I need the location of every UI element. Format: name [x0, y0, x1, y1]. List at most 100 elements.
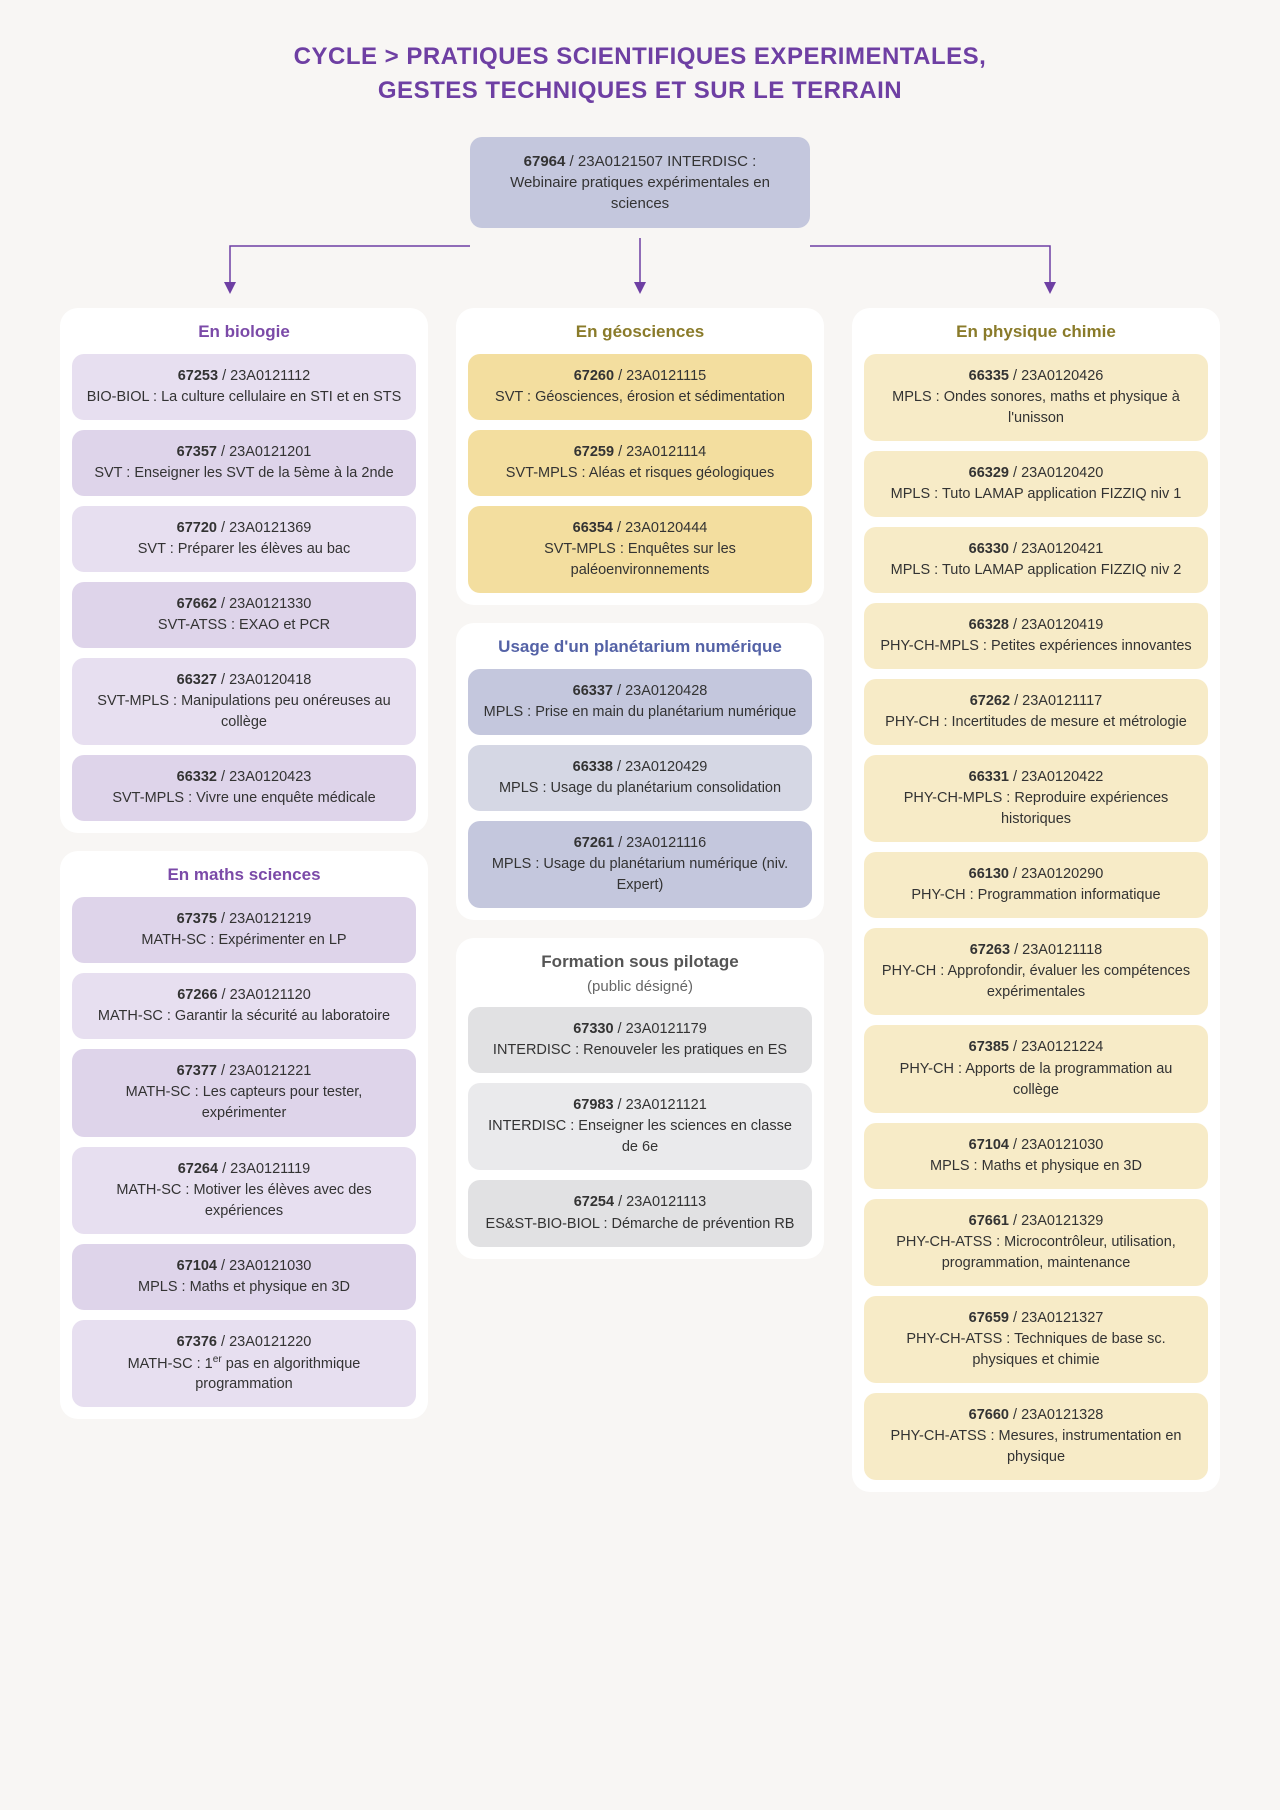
course-desc: BIO-BIOL : La culture cellulaire en STI … [86, 387, 402, 408]
section-planetarium: Usage d'un planétarium numérique 66337 / … [456, 623, 824, 920]
page-title: CYCLE > PRATIQUES SCIENTIFIQUES EXPERIME… [60, 40, 1220, 107]
col-left: En biologie 67253 / 23A0121112BIO-BIOL : … [60, 308, 428, 1419]
section-maths: En maths sciences67375 / 23A0121219MATH-… [60, 851, 428, 1419]
root-codes: 67964 / 23A0121507 [524, 153, 663, 170]
course-desc: MPLS : Maths et physique en 3D [86, 1277, 402, 1298]
course-codes: 67330 / 23A0121179 [482, 1019, 798, 1040]
course-codes: 67264 / 23A0121119 [86, 1159, 402, 1180]
course-card: 67983 / 23A0121121INTERDISC : Enseigner … [468, 1083, 812, 1170]
course-codes: 67385 / 23A0121224 [878, 1037, 1194, 1058]
course-desc: INTERDISC : Renouveler les pratiques en … [482, 1040, 798, 1061]
course-desc: PHY-CH-ATSS : Techniques de base sc. phy… [878, 1329, 1194, 1371]
section-pilotage: Formation sous pilotage(public désigné)6… [456, 938, 824, 1258]
section-physique: En physique chimie66335 / 23A0120426MPLS… [852, 308, 1220, 1492]
course-desc: SVT : Géosciences, érosion et sédimentat… [482, 387, 798, 408]
course-codes: 67357 / 23A0121201 [86, 442, 402, 463]
course-card: 67661 / 23A0121329PHY-CH-ATSS : Microcon… [864, 1199, 1208, 1286]
course-desc: SVT-ATSS : EXAO et PCR [86, 615, 402, 636]
course-codes: 67104 / 23A0121030 [86, 1256, 402, 1277]
course-codes: 67262 / 23A0121117 [878, 691, 1194, 712]
course-card: 66329 / 23A0120420MPLS : Tuto LAMAP appl… [864, 451, 1208, 517]
course-card: 66332 / 23A0120423SVT-MPLS : Vivre une e… [72, 755, 416, 821]
course-card: 67660 / 23A0121328PHY-CH-ATSS : Mesures,… [864, 1393, 1208, 1480]
section-header: En maths sciences [72, 865, 416, 885]
course-card: 67104 / 23A0121030MPLS : Maths et physiq… [72, 1244, 416, 1310]
course-desc: PHY-CH-ATSS : Mesures, instrumentation e… [878, 1426, 1194, 1468]
course-card: 67261 / 23A0121116MPLS : Usage du planét… [468, 821, 812, 908]
course-codes: 67261 / 23A0121116 [482, 833, 798, 854]
course-card: 66327 / 23A0120418SVT-MPLS : Manipulatio… [72, 658, 416, 745]
course-card: 67377 / 23A0121221MATH-SC : Les capteurs… [72, 1049, 416, 1136]
course-desc: PHY-CH-MPLS : Reproduire expériences his… [878, 788, 1194, 830]
course-desc: MATH-SC : Motiver les élèves avec des ex… [86, 1180, 402, 1222]
course-codes: 67263 / 23A0121118 [878, 940, 1194, 961]
course-desc: PHY-CH-MPLS : Petites expériences innova… [878, 636, 1194, 657]
course-codes: 67662 / 23A0121330 [86, 594, 402, 615]
course-card: 67266 / 23A0121120MATH-SC : Garantir la … [72, 973, 416, 1039]
course-desc: MPLS : Prise en main du planétarium numé… [482, 702, 798, 723]
course-card: 66354 / 23A0120444SVT-MPLS : Enquêtes su… [468, 506, 812, 593]
section-header: Usage d'un planétarium numérique [468, 637, 812, 657]
course-desc: PHY-CH : Programmation informatique [878, 885, 1194, 906]
columns: En biologie 67253 / 23A0121112BIO-BIOL : … [60, 308, 1220, 1492]
course-desc: SVT-MPLS : Manipulations peu onéreuses a… [86, 691, 402, 733]
course-codes: 66337 / 23A0120428 [482, 681, 798, 702]
col-right: En physique chimie66335 / 23A0120426MPLS… [852, 308, 1220, 1492]
course-card: 66337 / 23A0120428MPLS : Prise en main d… [468, 669, 812, 735]
course-codes: 67260 / 23A0121115 [482, 366, 798, 387]
section-header: En physique chimie [864, 322, 1208, 342]
course-desc: MATH-SC : Les capteurs pour tester, expé… [86, 1082, 402, 1124]
course-desc: MPLS : Ondes sonores, maths et physique … [878, 387, 1194, 429]
course-desc: PHY-CH : Apports de la programmation au … [878, 1059, 1194, 1101]
course-codes: 66332 / 23A0120423 [86, 767, 402, 788]
course-desc: MPLS : Usage du planétarium numérique (n… [482, 854, 798, 896]
course-desc: MPLS : Tuto LAMAP application FIZZIQ niv… [878, 560, 1194, 581]
course-codes: 66330 / 23A0120421 [878, 539, 1194, 560]
col-middle: En géosciences 67260 / 23A0121115SVT : Gé… [456, 308, 824, 1258]
section-header: En biologie [72, 322, 416, 342]
course-card: 67375 / 23A0121219MATH-SC : Expérimenter… [72, 897, 416, 963]
course-codes: 66338 / 23A0120429 [482, 757, 798, 778]
course-card: 67264 / 23A0121119MATH-SC : Motiver les … [72, 1147, 416, 1234]
course-card: 67253 / 23A0121112BIO-BIOL : La culture … [72, 354, 416, 420]
course-card: 67263 / 23A0121118PHY-CH : Approfondir, … [864, 928, 1208, 1015]
course-codes: 67659 / 23A0121327 [878, 1308, 1194, 1329]
course-codes: 67376 / 23A0121220 [86, 1332, 402, 1353]
title-line2: GESTES TECHNIQUES ET SUR LE TERRAIN [378, 77, 902, 104]
section-header: En géosciences [468, 322, 812, 342]
section-biologie: En biologie 67253 / 23A0121112BIO-BIOL : … [60, 308, 428, 833]
course-codes: 67253 / 23A0121112 [86, 366, 402, 387]
course-desc: PHY-CH-ATSS : Microcontrôleur, utilisati… [878, 1232, 1194, 1274]
course-codes: 66354 / 23A0120444 [482, 518, 798, 539]
title-line1: CYCLE > PRATIQUES SCIENTIFIQUES EXPERIME… [294, 43, 987, 70]
course-card: 67357 / 23A0121201SVT : Enseigner les SV… [72, 430, 416, 496]
section-geo: En géosciences 67260 / 23A0121115SVT : Gé… [456, 308, 824, 605]
course-card: 66331 / 23A0120422PHY-CH-MPLS : Reprodui… [864, 755, 1208, 842]
course-card: 67254 / 23A0121113ES&ST-BIO-BIOL : Démar… [468, 1180, 812, 1246]
course-card: 67659 / 23A0121327PHY-CH-ATSS : Techniqu… [864, 1296, 1208, 1383]
course-desc: MPLS : Usage du planétarium consolidatio… [482, 778, 798, 799]
section-subtitle: (public désigné) [468, 978, 812, 995]
course-card: 67259 / 23A0121114SVT-MPLS : Aléas et ri… [468, 430, 812, 496]
course-desc: ES&ST-BIO-BIOL : Démarche de prévention … [482, 1214, 798, 1235]
course-codes: 66327 / 23A0120418 [86, 670, 402, 691]
course-card: 67260 / 23A0121115SVT : Géosciences, éro… [468, 354, 812, 420]
root-card: 67964 / 23A0121507 INTERDISC : Webinaire… [470, 137, 810, 228]
course-card: 66338 / 23A0120429MPLS : Usage du planét… [468, 745, 812, 811]
course-codes: 67104 / 23A0121030 [878, 1135, 1194, 1156]
connector-arrows [60, 238, 1220, 298]
course-codes: 67375 / 23A0121219 [86, 909, 402, 930]
course-card: 66328 / 23A0120419PHY-CH-MPLS : Petites … [864, 603, 1208, 669]
course-desc: MPLS : Tuto LAMAP application FIZZIQ niv… [878, 484, 1194, 505]
course-codes: 66331 / 23A0120422 [878, 767, 1194, 788]
course-codes: 66130 / 23A0120290 [878, 864, 1194, 885]
course-codes: 67259 / 23A0121114 [482, 442, 798, 463]
course-card: 66130 / 23A0120290PHY-CH : Programmation… [864, 852, 1208, 918]
course-desc: PHY-CH : Approfondir, évaluer les compét… [878, 961, 1194, 1003]
course-codes: 67983 / 23A0121121 [482, 1095, 798, 1116]
course-desc: INTERDISC : Enseigner les sciences en cl… [482, 1116, 798, 1158]
course-desc: PHY-CH : Incertitudes de mesure et métro… [878, 712, 1194, 733]
course-card: 67376 / 23A0121220MATH-SC : 1er pas en a… [72, 1320, 416, 1408]
course-desc: MPLS : Maths et physique en 3D [878, 1156, 1194, 1177]
course-codes: 66335 / 23A0120426 [878, 366, 1194, 387]
